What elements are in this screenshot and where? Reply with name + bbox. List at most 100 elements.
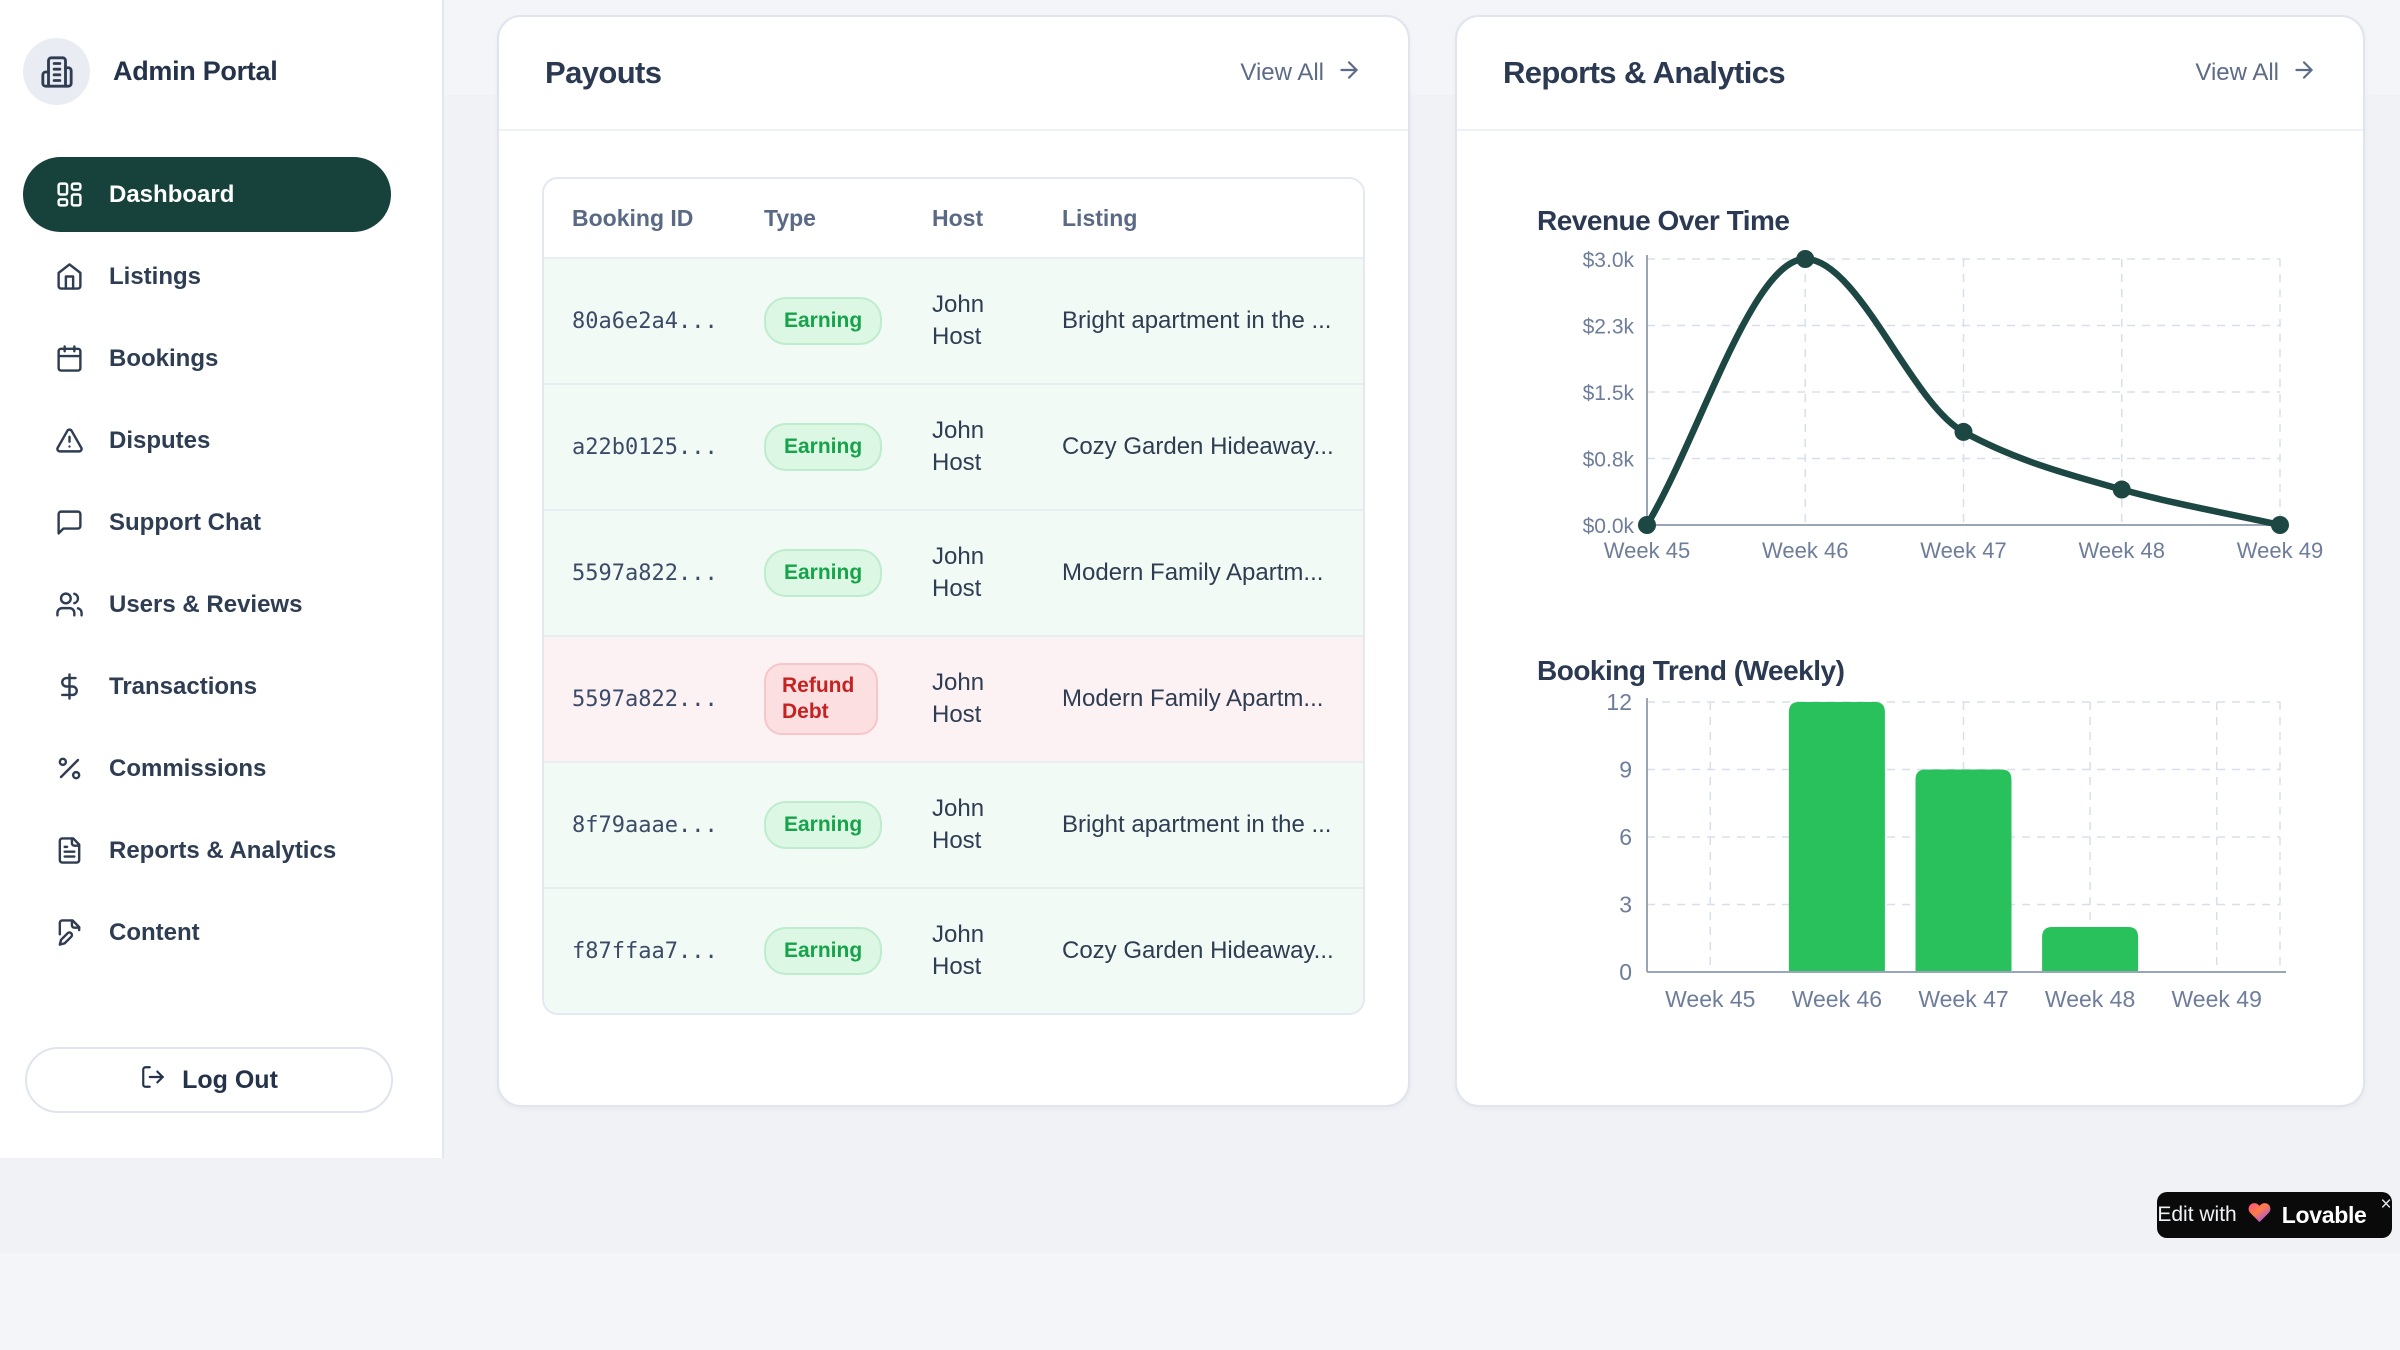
svg-text:$0.8k: $0.8k xyxy=(1583,449,1635,472)
payouts-card-header: Payouts View All xyxy=(499,17,1408,131)
payouts-view-all-link[interactable]: View All xyxy=(1240,57,1362,90)
host-cell: John Host xyxy=(932,291,985,350)
svg-text:Week 46: Week 46 xyxy=(1762,538,1848,563)
building-icon xyxy=(23,38,90,105)
sidebar-item-bookings[interactable]: Bookings xyxy=(23,321,391,396)
file-pen-icon xyxy=(55,918,84,947)
sidebar-item-content[interactable]: Content xyxy=(23,895,391,970)
reports-view-all-link[interactable]: View All xyxy=(2195,57,2317,90)
type-badge: Earning xyxy=(764,926,883,976)
host-cell: John Host xyxy=(932,795,985,854)
logout-icon xyxy=(140,1064,166,1097)
app-logo-row: Admin Portal xyxy=(23,38,278,105)
svg-text:Week 48: Week 48 xyxy=(2079,538,2165,563)
type-badge: Earning xyxy=(764,548,883,598)
table-row: 5597a822... Earning John Host Modern Fam… xyxy=(544,509,1363,635)
listing-cell: Modern Family Apartm... xyxy=(1062,559,1324,587)
type-badge: Earning xyxy=(764,800,883,850)
payouts-table: Booking ID Type Host Listing 80a6e2a4... Ea… xyxy=(542,177,1365,1015)
svg-text:12: 12 xyxy=(1606,689,1632,715)
payouts-card: Payouts View All Booking ID Type Host Listi… xyxy=(497,15,1410,1107)
column-header-listing: Listing xyxy=(1062,204,1138,231)
listing-cell: Modern Family Apartm... xyxy=(1062,685,1324,713)
column-header-booking-id: Booking ID xyxy=(572,204,694,231)
arrow-right-icon xyxy=(1336,57,1362,90)
reports-title: Reports & Analytics xyxy=(1503,55,1786,90)
table-row: 80a6e2a4... Earning John Host Bright apa… xyxy=(544,257,1363,383)
users-icon xyxy=(55,590,84,619)
svg-text:$2.3k: $2.3k xyxy=(1583,316,1635,339)
booking-id-cell: 5597a822... xyxy=(572,560,718,586)
table-row: f87ffaa7... Earning John Host Cozy Garde… xyxy=(544,887,1363,1013)
table-row: 5597a822... Refund Debt John Host Modern… xyxy=(544,635,1363,761)
percent-icon xyxy=(55,754,84,783)
listing-cell: Bright apartment in the ... xyxy=(1062,307,1332,335)
type-badge: Earning xyxy=(764,422,883,472)
type-badge: Earning xyxy=(764,296,883,346)
sidebar-item-dashboard[interactable]: Dashboard xyxy=(23,157,391,232)
logout-label: Log Out xyxy=(182,1065,278,1094)
alert-triangle-icon xyxy=(55,426,84,455)
reports-card-header: Reports & Analytics View All xyxy=(1457,17,2363,131)
dashboard-icon xyxy=(55,180,84,209)
revenue-line-chart: $0.0k $0.8k $1.5k $2.3k $3.0k Week 45 Week 46 W… xyxy=(1583,249,2324,563)
calendar-icon xyxy=(55,344,84,373)
svg-text:$1.5k: $1.5k xyxy=(1583,382,1635,405)
svg-text:0: 0 xyxy=(1619,959,1632,985)
home-icon xyxy=(55,262,84,291)
svg-text:$3.0k: $3.0k xyxy=(1583,249,1635,272)
svg-text:9: 9 xyxy=(1619,757,1632,783)
listing-cell: Cozy Garden Hideaway... xyxy=(1062,937,1334,965)
payouts-title: Payouts xyxy=(545,55,662,90)
column-header-host: Host xyxy=(932,204,984,231)
booking-trend-bar-chart: 0 3 6 9 12 Week 45 Week 46 Week 47 Week 48 Week 4… xyxy=(1606,689,2286,1012)
revenue-chart-title: Revenue Over Time xyxy=(1537,205,1790,236)
table-row: 8f79aaae... Earning John Host Bright apa… xyxy=(544,761,1363,887)
message-square-icon xyxy=(55,508,84,537)
sidebar-item-users-reviews[interactable]: Users & Reviews xyxy=(23,567,391,642)
close-icon[interactable]: × xyxy=(2380,1194,2392,1215)
listing-cell: Cozy Garden Hideaway... xyxy=(1062,433,1334,461)
lovable-badge[interactable]: Edit with Lovable × xyxy=(2157,1192,2392,1238)
svg-text:Week 49: Week 49 xyxy=(2172,986,2262,1012)
host-cell: John Host xyxy=(932,543,985,602)
svg-text:Week 46: Week 46 xyxy=(1792,986,1882,1012)
booking-trend-chart-title: Booking Trend (Weekly) xyxy=(1537,655,1845,686)
table-row: a22b0125... Earning John Host Cozy Garde… xyxy=(544,383,1363,509)
payouts-table-header: Booking ID Type Host Listing xyxy=(544,179,1363,257)
host-cell: John Host xyxy=(932,417,985,476)
booking-id-cell: a22b0125... xyxy=(572,434,718,460)
sidebar-item-transactions[interactable]: Transactions xyxy=(23,649,391,724)
reports-card: Reports & Analytics View All Revenue Ove… xyxy=(1455,15,2365,1107)
booking-id-cell: f87ffaa7... xyxy=(572,938,718,964)
dollar-icon xyxy=(55,672,84,701)
sidebar: Admin Portal Dashboard Listings Bookings… xyxy=(0,0,444,1158)
file-text-icon xyxy=(55,836,84,865)
host-cell: John Host xyxy=(932,921,985,980)
svg-text:Week 47: Week 47 xyxy=(1918,986,2008,1012)
logout-button[interactable]: Log Out xyxy=(25,1047,393,1113)
svg-text:$0.0k: $0.0k xyxy=(1583,515,1635,538)
sidebar-item-commissions[interactable]: Commissions xyxy=(23,731,391,806)
listing-cell: Bright apartment in the ... xyxy=(1062,811,1332,839)
svg-text:Week 45: Week 45 xyxy=(1665,986,1755,1012)
booking-id-cell: 5597a822... xyxy=(572,686,718,712)
arrow-right-icon xyxy=(2291,57,2317,90)
app-title: Admin Portal xyxy=(113,56,278,86)
heart-icon xyxy=(2247,1200,2272,1230)
sidebar-item-reports-analytics[interactable]: Reports & Analytics xyxy=(23,813,391,888)
svg-text:3: 3 xyxy=(1619,892,1632,918)
booking-id-cell: 80a6e2a4... xyxy=(572,308,718,334)
svg-text:Week 48: Week 48 xyxy=(2045,986,2135,1012)
sidebar-item-listings[interactable]: Listings xyxy=(23,239,391,314)
booking-id-cell: 8f79aaae... xyxy=(572,812,718,838)
sidebar-item-support-chat[interactable]: Support Chat xyxy=(23,485,391,560)
column-header-type: Type xyxy=(764,204,816,231)
svg-text:Week 47: Week 47 xyxy=(1920,538,2006,563)
host-cell: John Host xyxy=(932,669,985,728)
sidebar-nav: Dashboard Listings Bookings Disputes Sup… xyxy=(23,157,391,970)
type-badge: Refund Debt xyxy=(764,662,878,736)
sidebar-item-disputes[interactable]: Disputes xyxy=(23,403,391,478)
svg-text:6: 6 xyxy=(1619,824,1632,850)
svg-text:Week 49: Week 49 xyxy=(2237,538,2323,563)
